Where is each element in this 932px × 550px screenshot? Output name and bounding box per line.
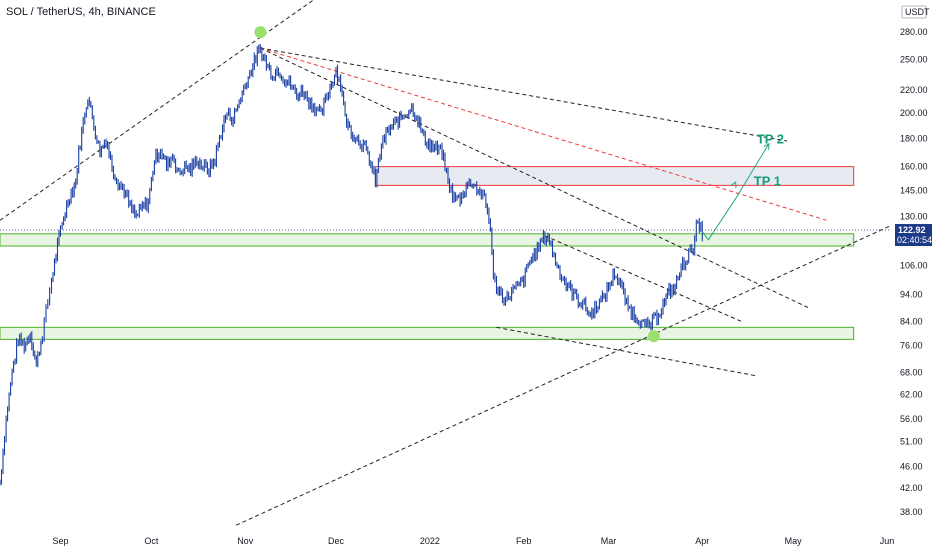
x-tick-label: Feb xyxy=(516,536,532,546)
currency-label: USDT xyxy=(905,7,930,17)
y-tick-label: 94.00 xyxy=(900,289,923,299)
axes-layer: 38.00 42.00 46.00 51.00 56.00 62.00 68.00 76.00… xyxy=(0,5,932,546)
tp1-arrowhead xyxy=(730,181,737,189)
tp-label-2: TP 2 xyxy=(757,132,784,147)
x-tick-label: Mar xyxy=(601,536,617,546)
y-tick-label: 130.00 xyxy=(900,212,928,222)
price-countdown: 02:40:54 xyxy=(897,235,932,245)
y-tick-label: 76.00 xyxy=(900,341,923,351)
trendline-4 xyxy=(496,326,757,377)
x-tick-label: Dec xyxy=(328,536,345,546)
trendline-1 xyxy=(260,47,788,142)
x-tick-label: Oct xyxy=(144,536,159,546)
x-tick-label: Nov xyxy=(237,536,254,546)
y-tick-label: 220.00 xyxy=(900,85,928,95)
y-tick-label: 56.00 xyxy=(900,414,923,424)
trendline-2 xyxy=(260,47,809,309)
currency-box xyxy=(901,5,927,19)
y-tick-label: 160.00 xyxy=(900,162,928,172)
zones-layer xyxy=(0,166,855,340)
y-tick-label: 84.00 xyxy=(900,317,923,327)
price-series xyxy=(0,44,703,486)
y-tick-label: 51.00 xyxy=(900,436,923,446)
trendline-3 xyxy=(544,235,742,322)
y-tick-label: 250.00 xyxy=(900,54,928,64)
tp-label-1: TP 1 xyxy=(754,173,781,188)
price-candles xyxy=(0,44,703,486)
y-tick-label: 200.00 xyxy=(900,108,928,118)
pivot-point-0 xyxy=(254,26,267,39)
y-tick-label: 180.00 xyxy=(900,133,928,143)
trendlines-layer xyxy=(0,0,891,526)
x-tick-label: Jun xyxy=(880,536,895,546)
current-price-value: 122.92 xyxy=(898,225,926,235)
y-tick-label: 106.00 xyxy=(900,261,928,271)
current-price-tag xyxy=(895,224,932,247)
annotations-layer: TP 1 TP 2 xyxy=(254,26,784,343)
y-tick-label: 62.00 xyxy=(900,390,923,400)
y-tick-label: 68.00 xyxy=(900,367,923,377)
tp2-arrowhead xyxy=(763,142,770,150)
trendline-0 xyxy=(0,0,315,221)
y-tick-label: 38.00 xyxy=(900,507,923,517)
x-tick-label: May xyxy=(785,536,803,546)
support-zone-2 xyxy=(0,326,855,340)
x-tick-label: Apr xyxy=(695,536,709,546)
resistance-zone-0 xyxy=(374,166,855,186)
y-tick-label: 280.00 xyxy=(900,27,928,37)
x-tick-label: 2022 xyxy=(420,536,440,546)
y-tick-label: 42.00 xyxy=(900,483,923,493)
projection-path xyxy=(701,143,770,241)
y-tick-label: 145.00 xyxy=(900,185,928,195)
symbol-title: SOL / TetherUS, 4h, BINANCE xyxy=(6,6,156,18)
support-zone-1 xyxy=(0,233,855,247)
red-trendline xyxy=(260,47,827,221)
trendline-5 xyxy=(235,225,891,526)
x-tick-label: Sep xyxy=(53,536,69,546)
y-tick-label: 46.00 xyxy=(900,461,923,471)
pivot-point-1 xyxy=(647,330,660,343)
